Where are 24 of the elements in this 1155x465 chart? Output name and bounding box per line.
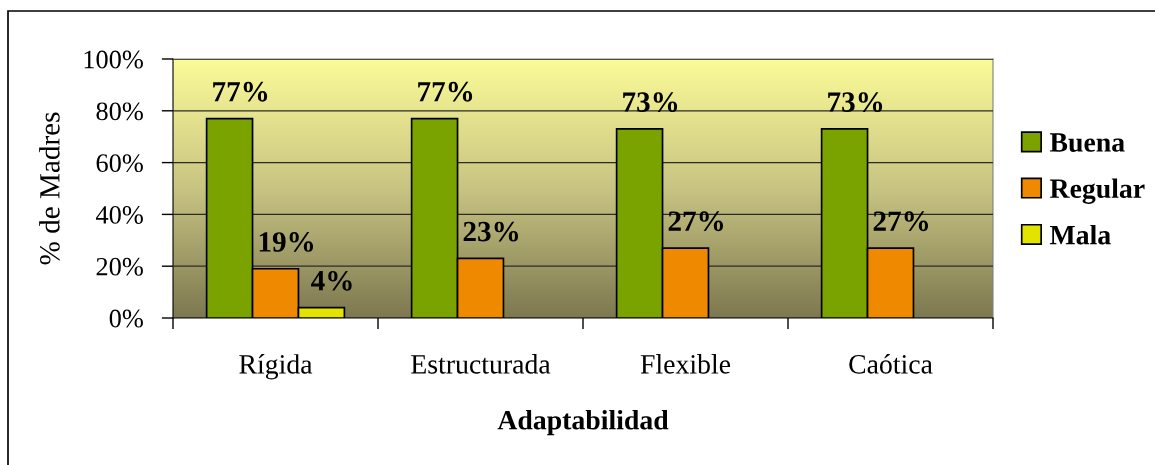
y-tick-label: 0% (109, 309, 143, 328)
data-label: 73% (623, 92, 678, 112)
data-label: 27% (668, 211, 724, 232)
data-label: 77% (213, 81, 268, 102)
x-tick-label: Rígida (239, 354, 313, 380)
legend-label: Mala (1049, 224, 1111, 245)
legend-label: Regular (1049, 178, 1145, 204)
y-tick-label: 20% (96, 257, 143, 276)
data-label: 27% (873, 211, 929, 232)
data-label: 4% (311, 270, 352, 291)
x-axis-title: Adaptabilidad (497, 409, 669, 436)
y-axis-title: % de Madres (39, 112, 60, 265)
data-label: 73% (828, 92, 883, 112)
y-tick-label: 40% (95, 206, 143, 224)
legend-label: Buena (1049, 133, 1125, 152)
y-tick-label: 100% (84, 50, 143, 69)
x-tick-label: Estructurada (411, 354, 551, 374)
data-label: 19% (259, 232, 314, 252)
y-tick-label: 80% (96, 102, 143, 121)
y-tick-label: 60% (96, 154, 143, 173)
data-label: 77% (418, 81, 473, 102)
x-tick-label: Caótica (849, 354, 933, 374)
data-label: 23% (463, 221, 519, 242)
x-tick-label: Flexible (640, 354, 731, 374)
